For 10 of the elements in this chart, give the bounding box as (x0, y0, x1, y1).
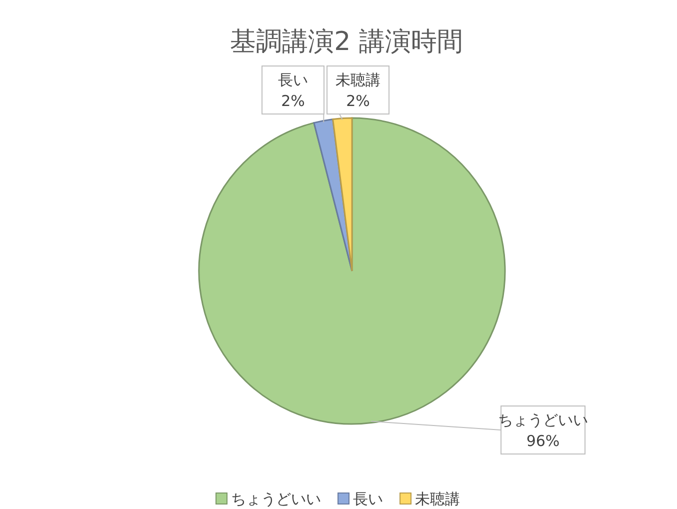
chart-title: 基調講演2 講演時間 (230, 27, 463, 57)
data-label: 2% (281, 92, 305, 110)
legend-label: ちょうどいい (231, 490, 321, 508)
slice-label: 未聴講 (336, 71, 380, 89)
data-label: 96% (526, 432, 560, 450)
data-label: 2% (346, 92, 370, 110)
legend-label: 未聴講 (415, 490, 460, 508)
slice-label: ちょうどいい (498, 411, 588, 429)
legend-label: 長い (353, 490, 383, 508)
slice-label: 長い (278, 71, 308, 89)
